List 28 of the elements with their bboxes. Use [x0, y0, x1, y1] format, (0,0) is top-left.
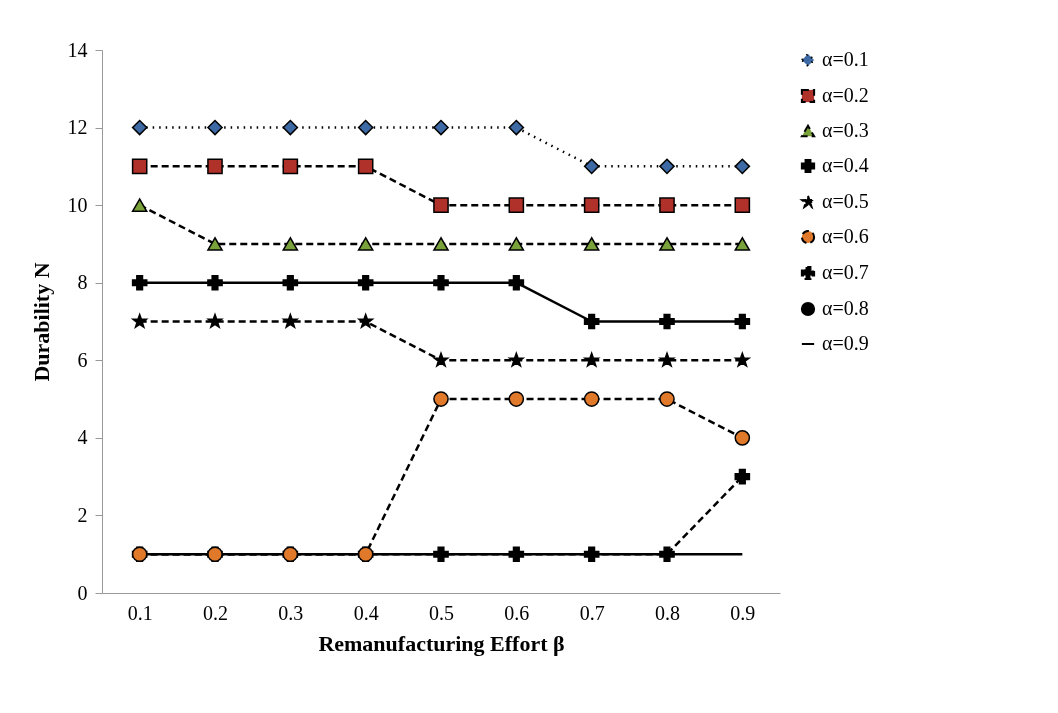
x-tick-label: 0.8	[655, 601, 680, 624]
legend-label: α=0.3	[822, 119, 869, 141]
x-tick-label: 0.5	[429, 601, 454, 624]
y-tick-label: 12	[67, 116, 88, 139]
legend-label: α=0.6	[822, 225, 869, 247]
y-tick-label: 2	[77, 503, 88, 526]
x-tick-label: 0.2	[203, 601, 228, 624]
legend-label: α=0.5	[822, 190, 869, 212]
legend-label: α=0.9	[822, 332, 869, 354]
y-tick-label: 8	[77, 271, 88, 294]
legend-label: α=0.4	[822, 154, 869, 176]
x-tick-label: 0.9	[730, 601, 756, 624]
legend-label: α=0.1	[822, 48, 869, 70]
legend-label: α=0.7	[822, 261, 869, 283]
y-tick-label: 4	[77, 426, 88, 449]
x-tick-label: 0.6	[504, 601, 530, 624]
y-tick-label: 14	[67, 38, 88, 61]
x-tick-label: 0.7	[579, 601, 605, 624]
x-tick-label: 0.3	[278, 601, 304, 624]
legend-label: α=0.8	[822, 297, 869, 319]
y-tick-label: 0	[77, 581, 88, 604]
x-tick-label: 0.1	[127, 601, 153, 624]
y-tick-label: 6	[77, 348, 88, 371]
y-tick-label: 10	[67, 193, 88, 216]
y-axis-title: Durability N	[28, 262, 54, 382]
x-axis-title: Remanufacturing Effort β	[318, 630, 565, 656]
x-tick-label: 0.4	[353, 601, 379, 624]
legend-label: α=0.2	[822, 84, 869, 106]
